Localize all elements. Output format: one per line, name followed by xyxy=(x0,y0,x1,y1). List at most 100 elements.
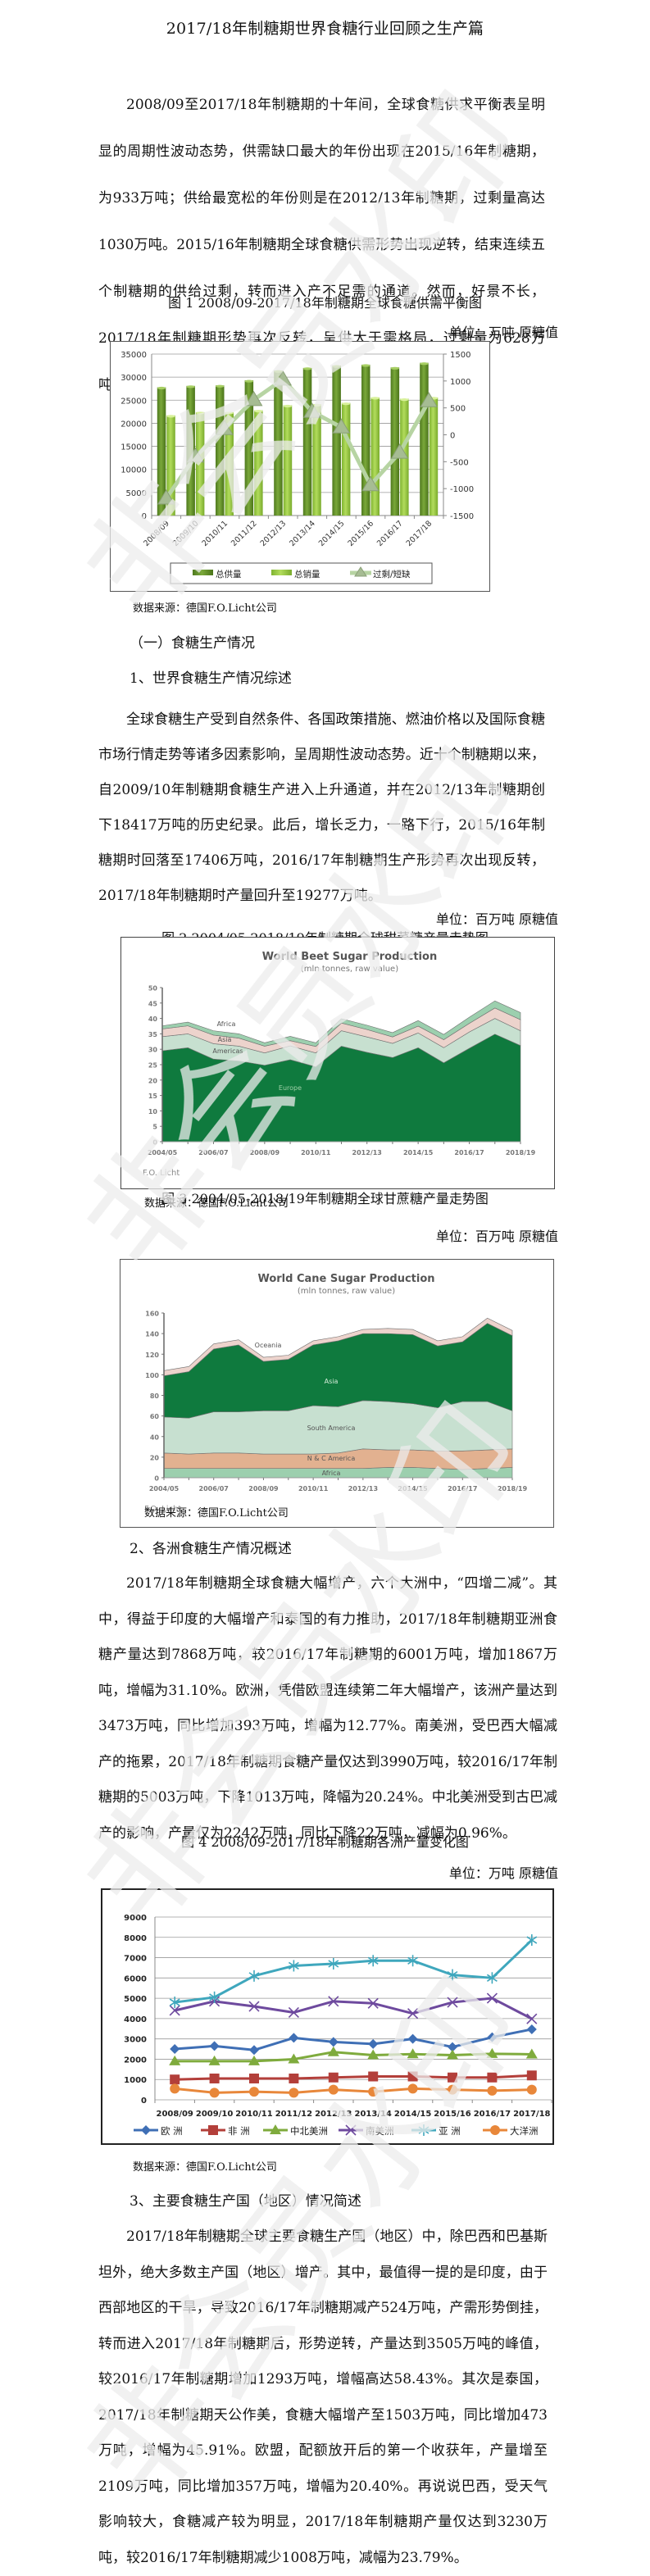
fig3-caption: 图 3 2004/05-2018/19年制糖期全球甘蔗糖产量走势图 xyxy=(161,1191,489,1206)
svg-text:总供量: 总供量 xyxy=(216,569,242,579)
series-triangle xyxy=(169,2046,538,2065)
svg-text:2008/09: 2008/09 xyxy=(248,1485,279,1492)
svg-text:F.O. Licht: F.O. Licht xyxy=(144,1505,181,1514)
series-diamond xyxy=(170,2024,537,2056)
svg-text:0: 0 xyxy=(142,512,147,521)
svg-text:20: 20 xyxy=(150,1454,160,1461)
svg-text:2009/10: 2009/10 xyxy=(196,2110,233,2119)
svg-text:F.O. Licht: F.O. Licht xyxy=(143,1169,180,1178)
fig3-chart-svg: World Cane Sugar Production (mln tonnes, … xyxy=(144,1273,528,1514)
fig4-caption: 图 4 2008/09-2017/18年制糖期各洲产量变化图 xyxy=(181,1834,469,1850)
svg-text:(mln tonnes, raw value): (mln tonnes, raw value) xyxy=(301,965,398,974)
svg-text:2000: 2000 xyxy=(124,2056,147,2065)
fig4-source: 数据来源：德国F.O.Licht公司 xyxy=(133,2161,277,2174)
svg-text:60: 60 xyxy=(150,1413,160,1420)
svg-text:2011/12: 2011/12 xyxy=(275,2110,312,2119)
series-x xyxy=(169,1992,538,2024)
svg-text:Europe: Europe xyxy=(279,1084,302,1092)
svg-text:2014/15: 2014/15 xyxy=(403,1149,434,1156)
svg-text:15000: 15000 xyxy=(120,443,147,452)
svg-text:2008/09: 2008/09 xyxy=(142,519,171,548)
svg-text:8000: 8000 xyxy=(124,1934,147,1943)
svg-text:9000: 9000 xyxy=(124,1914,147,1923)
svg-text:30000: 30000 xyxy=(120,374,147,383)
svg-text:2010/11: 2010/11 xyxy=(235,2110,272,2119)
svg-text:2012/13: 2012/13 xyxy=(352,1149,382,1156)
svg-text:100: 100 xyxy=(145,1372,159,1379)
svg-text:非 洲: 非 洲 xyxy=(228,2125,250,2137)
svg-text:2012/13: 2012/13 xyxy=(259,519,289,548)
svg-text:2009/10: 2009/10 xyxy=(171,519,201,548)
svg-text:35000: 35000 xyxy=(120,351,147,360)
svg-text:(mln tonnes, raw value): (mln tonnes, raw value) xyxy=(298,1287,395,1296)
svg-text:120: 120 xyxy=(145,1352,159,1359)
svg-text:15: 15 xyxy=(148,1093,158,1100)
svg-text:5: 5 xyxy=(152,1124,157,1131)
fig3-source: 数据来源：德国F.O.Licht公司 xyxy=(144,1507,289,1520)
svg-text:5000: 5000 xyxy=(124,1995,147,2004)
subheading-world-overview: 1、世界食糖生产情况综述 xyxy=(130,670,292,687)
fig2-chart: World Beet Sugar Production (mln tonnes, … xyxy=(120,937,555,1189)
svg-text:2014/15: 2014/15 xyxy=(394,2110,431,2119)
svg-text:25000: 25000 xyxy=(120,397,147,406)
svg-text:2018/19: 2018/19 xyxy=(506,1149,536,1156)
svg-text:10000: 10000 xyxy=(120,466,147,475)
svg-text:50: 50 xyxy=(148,985,158,993)
svg-text:0: 0 xyxy=(141,2097,147,2106)
svg-text:7000: 7000 xyxy=(124,1955,147,1964)
svg-text:-500: -500 xyxy=(450,458,469,467)
fig1-chart-svg: 05000100001500020000250003000035000-1500… xyxy=(120,351,474,584)
svg-text:-1000: -1000 xyxy=(450,485,474,494)
svg-text:总销量: 总销量 xyxy=(294,569,320,579)
svg-text:2012/13: 2012/13 xyxy=(348,1485,378,1492)
svg-text:2014/15: 2014/15 xyxy=(317,519,347,548)
svg-text:World Beet Sugar Production: World Beet Sugar Production xyxy=(262,951,437,963)
svg-text:140: 140 xyxy=(145,1331,159,1338)
svg-text:Africa: Africa xyxy=(322,1470,341,1477)
fig1-caption: 图 1 2008/09-2017/18年制糖期全球食糖供需平衡图 xyxy=(168,295,482,311)
svg-text:2017/18: 2017/18 xyxy=(513,2110,550,2119)
svg-text:2018/19: 2018/19 xyxy=(498,1485,528,1492)
fig1-chart: 0 5000 10000 15000 20000 25000 30000 35000 -1500… xyxy=(110,341,490,592)
svg-text:0: 0 xyxy=(154,1475,159,1483)
svg-text:-1500: -1500 xyxy=(450,512,474,521)
subheading-major-producers: 3、主要食糖生产国（地区）情况简述 xyxy=(130,2193,361,2210)
svg-text:亚 洲: 亚 洲 xyxy=(439,2125,461,2137)
svg-text:25: 25 xyxy=(148,1062,158,1070)
svg-text:1000: 1000 xyxy=(450,378,470,387)
svg-text:2008/09: 2008/09 xyxy=(250,1149,280,1156)
svg-text:10: 10 xyxy=(148,1108,158,1115)
fig4-chart: 0 1000 2000 3000 4000 5000 6000 7000 8000 9000 200… xyxy=(101,1888,554,2145)
svg-text:南美洲: 南美洲 xyxy=(366,2125,394,2137)
svg-text:2016/17: 2016/17 xyxy=(474,2110,511,2119)
paragraph-continents: 2017/18年制糖期全球食糖大幅增产，六个大洲中，“四增二减”。其中，得益于印… xyxy=(98,1566,557,1851)
svg-text:2015/16: 2015/16 xyxy=(346,519,375,548)
svg-text:2013/14: 2013/14 xyxy=(354,2110,391,2119)
svg-text:45: 45 xyxy=(148,1000,158,1007)
document-title: 2017/18年制糖期世界食糖行业回顾之生产篇 xyxy=(166,20,484,38)
series-asterisk xyxy=(169,1934,538,2009)
paragraph-major-producers-text: 2017/18年制糖期全球主要食糖生产国（地区）中，除巴西和巴基斯坦外，绝大多数… xyxy=(98,2228,548,2566)
subheading-continents: 2、各洲食糖生产情况概述 xyxy=(130,1541,292,1557)
fig3-chart: World Cane Sugar Production (mln tonnes, … xyxy=(120,1259,554,1528)
svg-text:大洋洲: 大洋洲 xyxy=(510,2125,539,2137)
svg-text:2013/14: 2013/14 xyxy=(288,519,317,548)
svg-text:2004/05: 2004/05 xyxy=(149,1485,180,1492)
svg-text:0: 0 xyxy=(450,432,455,441)
svg-text:1500: 1500 xyxy=(450,351,470,360)
svg-text:40: 40 xyxy=(150,1433,160,1441)
svg-text:2006/07: 2006/07 xyxy=(198,1149,228,1156)
series-square xyxy=(170,2070,537,2085)
paragraph-world-production-text: 全球食糖生产受到自然条件、各国政策措施、燃油价格以及国际食糖市场行情走势等诸多因… xyxy=(98,711,545,904)
svg-text:2016/17: 2016/17 xyxy=(448,1485,477,1492)
svg-text:1000: 1000 xyxy=(124,2076,147,2085)
svg-text:4000: 4000 xyxy=(124,2015,147,2024)
svg-text:2014/15: 2014/15 xyxy=(398,1485,428,1492)
svg-text:2016/17: 2016/17 xyxy=(454,1149,484,1156)
svg-text:2006/07: 2006/07 xyxy=(199,1485,229,1492)
svg-text:Asia: Asia xyxy=(218,1036,232,1043)
svg-text:20000: 20000 xyxy=(120,420,147,429)
svg-text:Americas: Americas xyxy=(212,1047,243,1055)
svg-text:2017/18: 2017/18 xyxy=(405,519,434,548)
svg-text:Africa: Africa xyxy=(217,1020,236,1028)
